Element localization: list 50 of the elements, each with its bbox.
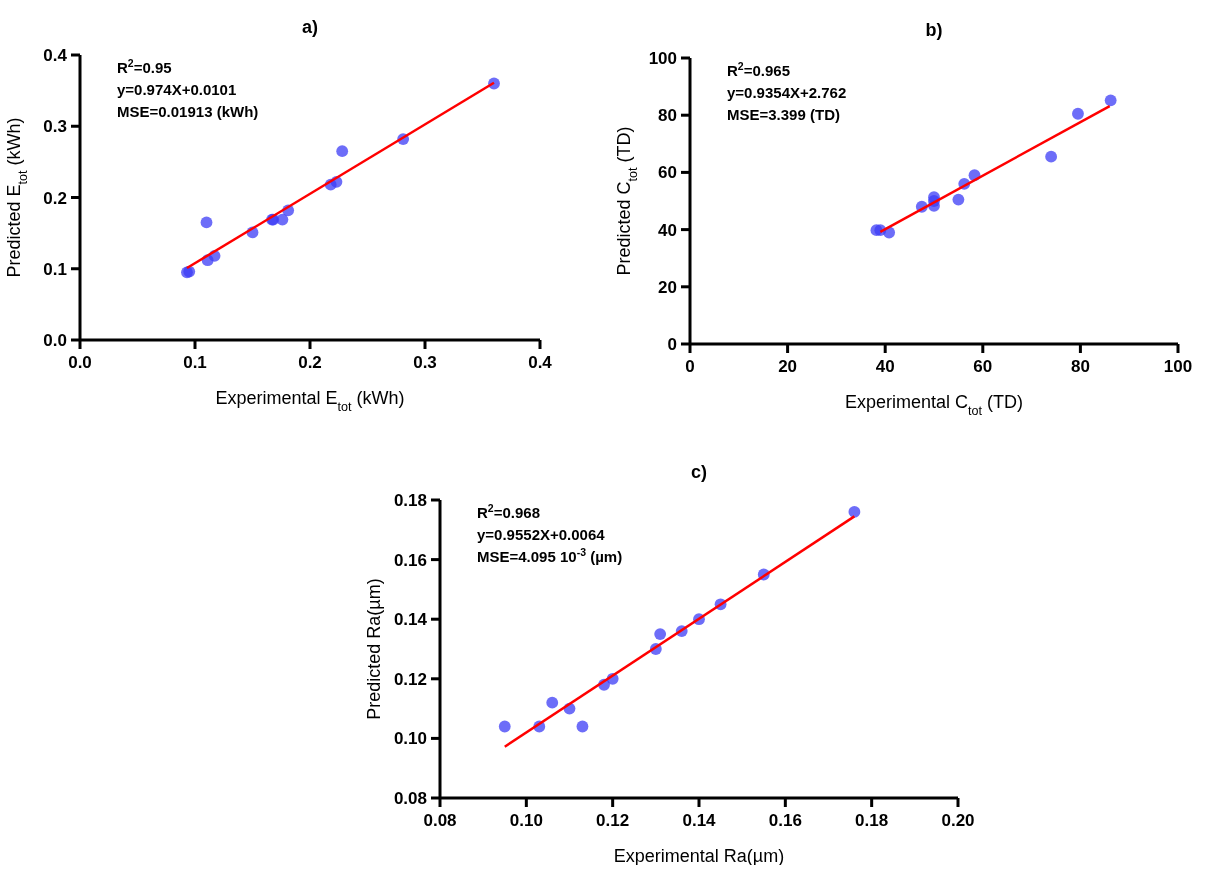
y-tick-label: 0.2 [43,188,67,208]
annotation: MSE=3.399 (TD) [727,106,840,123]
y-tick-label: 0 [667,335,677,354]
x-tick-label: 40 [875,357,895,376]
x-tick-label: 0 [685,357,695,376]
x-tick-label: 0.16 [768,811,802,830]
x-tick-label: 0.1 [183,353,207,372]
x-tick-label: 0.14 [682,811,717,830]
annotation: R$^{2}$=0.965 [727,60,790,79]
y-tick-label: 0.3 [43,117,67,137]
annotation: R$^{2}$=0.968 [477,502,540,521]
y-tick-label: 0.10 [393,729,427,749]
x-tick-label: 100 [1163,357,1193,376]
x-tick-label: 0.20 [941,811,975,830]
x-tick-label: 0.08 [423,811,457,830]
y-tick-label: 0.16 [393,550,427,570]
y-tick-label: 20 [658,277,677,297]
annotation: y=0.9552X+0.0064 [477,526,606,543]
x-axis-title: Experimental E$_{tot}$ (kWh) [215,388,405,414]
x-tick-label: 0.0 [68,353,92,372]
x-tick-label: 0.12 [596,811,630,830]
annotation: R$^{2}$=0.95 [117,57,172,76]
x-tick-label: 0.4 [528,353,553,372]
y-tick-label: 0.18 [393,491,427,510]
x-tick-label: 80 [1070,357,1090,376]
x-axis-title: Experimental C$_{tot}$ (TD) [844,392,1024,418]
y-tick-label: 80 [658,106,677,126]
y-tick-label: 0.4 [43,46,68,65]
y-tick-label: 0.08 [393,789,427,808]
x-axis-title: Experimental Ra(µm) [613,846,785,866]
y-axis-title: Predicted Ra(µm) [364,578,384,720]
y-tick-label: 40 [658,220,677,240]
y-tick-label: 0.14 [393,610,428,630]
chart-title: c) [690,462,708,482]
annotation: MSE=0.01913 (kWh) [117,103,259,120]
x-tick-label: 60 [973,357,993,376]
y-tick-label: 100 [648,49,677,68]
annotation: MSE=4.095 10$^{-3}$ (µm) [477,546,623,565]
y-tick-label: 0.0 [43,331,67,350]
x-tick-label: 20 [778,357,798,376]
annotation: y=0.974X+0.0101 [117,81,237,98]
x-tick-label: 0.18 [855,811,889,830]
y-tick-label: 0.12 [393,669,427,689]
chart-title: b) [925,20,943,40]
x-tick-label: 0.2 [298,353,322,372]
y-tick-label: 60 [658,163,677,183]
chart-title: a) [301,17,319,37]
annotation: y=0.9354X+2.762 [727,84,847,101]
x-tick-label: 0.10 [509,811,543,830]
y-tick-label: 0.1 [43,259,67,279]
